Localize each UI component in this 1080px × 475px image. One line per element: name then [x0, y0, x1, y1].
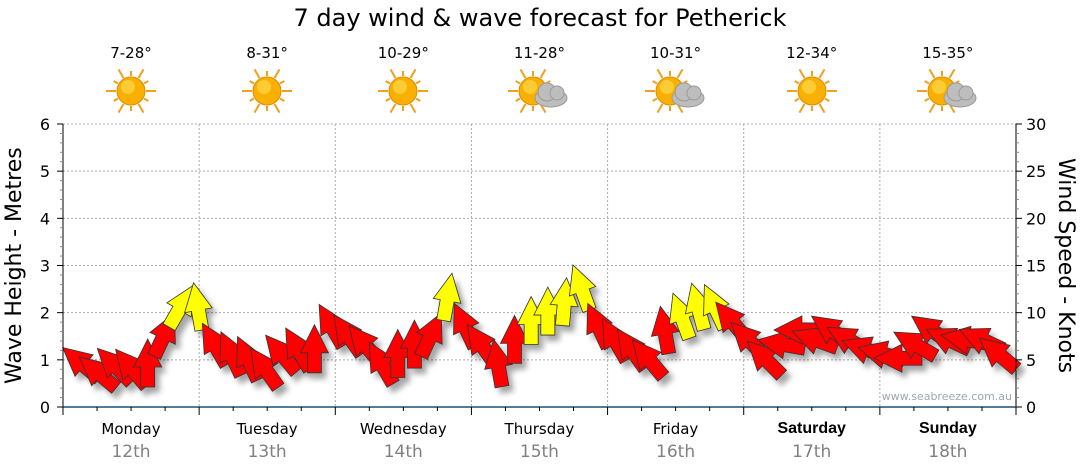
wind-arrow	[299, 323, 330, 374]
wind-arrow	[568, 264, 597, 313]
chart-title: 7 day wind & wave forecast for Petherick	[293, 4, 787, 32]
y2-tick-label: 15	[1026, 257, 1046, 276]
temp-range: 10-31°	[650, 44, 702, 62]
sun-icon	[106, 68, 156, 114]
y2-tick-label: 25	[1026, 162, 1046, 181]
day-label: Tuesday	[236, 420, 298, 438]
day-label: Monday	[101, 420, 161, 438]
wind-arrow	[893, 331, 940, 363]
y2-axis-label: Wind Speed - Knots	[1053, 157, 1078, 374]
wind-arrow	[484, 338, 514, 389]
day-label: Thursday	[504, 420, 575, 438]
y2-tick-label: 0	[1026, 398, 1036, 417]
date-label: 16th	[656, 442, 696, 462]
date-label: 15th	[519, 442, 559, 462]
y2-tick-label: 30	[1026, 115, 1046, 134]
day-label: Saturday	[777, 420, 846, 437]
y2-tick-label: 10	[1026, 304, 1046, 323]
watermark: www.seabreeze.com.au	[882, 390, 1012, 403]
y-tick-label: 1	[40, 351, 50, 370]
date-label: 12th	[111, 442, 151, 462]
day-label: Friday	[652, 420, 699, 438]
date-label: 13th	[247, 442, 287, 462]
sun-icon	[786, 68, 837, 114]
y-axis-label: Wave Height - Metres	[2, 147, 27, 384]
day-label: Wednesday	[359, 420, 447, 438]
temp-range: 8-31°	[246, 44, 288, 62]
wind-arrow	[499, 314, 530, 364]
temp-range: 15-35°	[922, 44, 974, 62]
wind-arrow	[250, 347, 285, 392]
temp-range: 10-29°	[377, 44, 429, 62]
day-label: Sunday	[918, 420, 977, 437]
y-tick-label: 6	[40, 115, 50, 134]
date-label: 18th	[928, 442, 968, 462]
sun-cloud-icon	[644, 68, 705, 114]
sun-icon	[378, 68, 429, 114]
y-tick-label: 5	[40, 162, 50, 181]
temp-range: 12-34°	[786, 44, 838, 62]
sun-cloud-icon	[508, 68, 568, 114]
date-label: 17th	[792, 442, 832, 462]
y2-tick-label: 5	[1026, 351, 1036, 370]
wind-arrow	[432, 272, 462, 323]
wind-arrow	[78, 356, 122, 394]
wind-arrow	[684, 282, 714, 332]
date-label: 14th	[383, 442, 423, 462]
wind-arrow	[668, 292, 697, 342]
wind-arrow	[184, 281, 213, 332]
wind-arrow	[631, 339, 670, 382]
sun-cloud-icon	[916, 68, 977, 114]
temp-range: 7-28°	[110, 44, 152, 62]
wind-arrow	[978, 337, 1022, 375]
y2-tick-label: 20	[1026, 209, 1046, 228]
y-tick-label: 2	[40, 304, 50, 323]
y-tick-label: 4	[40, 209, 50, 228]
y-tick-label: 3	[40, 257, 50, 276]
wind-arrow	[414, 312, 443, 360]
temp-range: 11-28°	[513, 44, 565, 62]
y-tick-label: 0	[40, 398, 50, 417]
sun-icon	[242, 68, 293, 114]
